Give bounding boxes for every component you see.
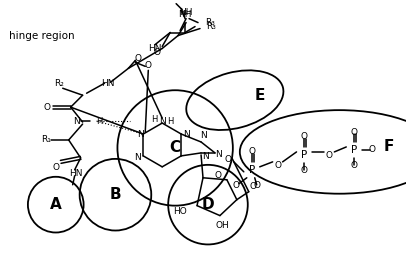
Text: N: N xyxy=(216,150,222,159)
Text: NH: NH xyxy=(179,8,193,17)
Text: R₂: R₂ xyxy=(54,79,63,88)
Text: O: O xyxy=(351,128,358,137)
Text: N: N xyxy=(159,117,166,126)
Text: O: O xyxy=(154,48,161,57)
Text: O: O xyxy=(253,181,260,190)
Text: O: O xyxy=(274,161,281,170)
Text: HO: HO xyxy=(173,207,187,216)
Text: H: H xyxy=(151,115,158,123)
Text: O: O xyxy=(301,132,308,141)
Text: O: O xyxy=(224,155,231,164)
Text: HN: HN xyxy=(149,44,162,53)
Text: O: O xyxy=(351,161,358,170)
Text: HN: HN xyxy=(69,169,82,178)
Text: R₃: R₃ xyxy=(206,22,216,31)
Text: O: O xyxy=(135,54,142,63)
Text: P: P xyxy=(301,150,308,160)
Text: NH: NH xyxy=(178,10,192,19)
Text: O: O xyxy=(43,103,50,112)
Text: O: O xyxy=(248,147,255,156)
Text: N: N xyxy=(137,129,144,138)
Text: HN: HN xyxy=(101,79,114,88)
Text: F: F xyxy=(384,140,394,154)
Text: OH: OH xyxy=(215,221,229,230)
Text: P: P xyxy=(249,165,255,175)
Text: O: O xyxy=(145,61,152,70)
Text: hinge region: hinge region xyxy=(9,30,74,41)
Text: H: H xyxy=(96,117,103,126)
Text: N: N xyxy=(73,117,80,126)
Text: O: O xyxy=(249,182,256,191)
Text: A: A xyxy=(50,197,61,212)
Text: D: D xyxy=(201,197,214,212)
Text: N: N xyxy=(200,131,206,141)
Text: H: H xyxy=(167,117,173,126)
Text: O: O xyxy=(301,166,308,175)
Text: N: N xyxy=(134,153,141,162)
Text: O: O xyxy=(369,146,376,154)
Text: N: N xyxy=(202,152,208,161)
Text: O: O xyxy=(214,171,221,180)
Text: O: O xyxy=(326,152,333,160)
Text: P: P xyxy=(351,145,357,155)
Text: N: N xyxy=(183,129,190,138)
Text: B: B xyxy=(109,187,121,202)
Text: O: O xyxy=(52,163,59,172)
Text: R₃: R₃ xyxy=(205,18,215,27)
Text: C: C xyxy=(170,140,181,155)
Text: E: E xyxy=(254,88,265,103)
Text: R₁: R₁ xyxy=(41,135,51,144)
Text: O: O xyxy=(232,181,239,190)
